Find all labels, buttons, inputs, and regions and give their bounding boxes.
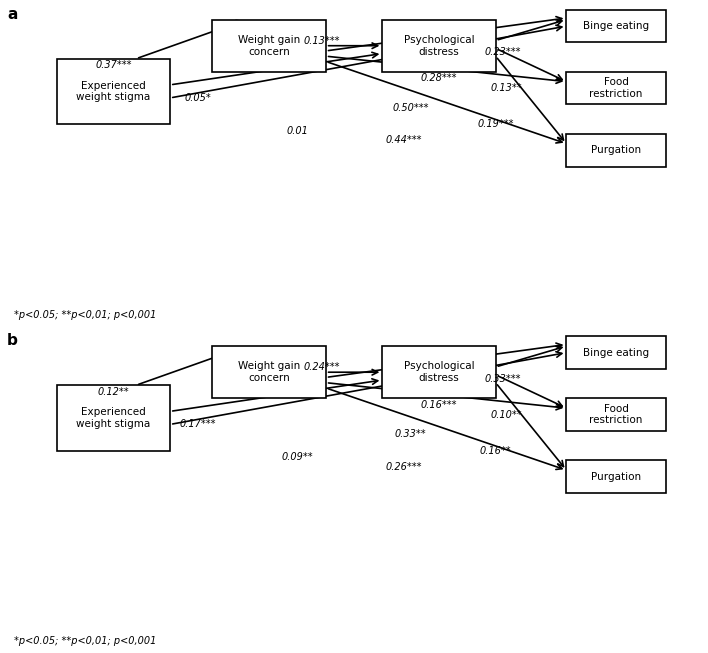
FancyBboxPatch shape [566, 336, 666, 369]
FancyBboxPatch shape [382, 20, 496, 72]
Text: *p<0.05; **p<0,01; p<0,001: *p<0.05; **p<0,01; p<0,001 [14, 637, 156, 646]
Text: Psychological
distress: Psychological distress [404, 35, 474, 57]
Text: 0.16***: 0.16*** [421, 400, 457, 410]
FancyBboxPatch shape [566, 72, 666, 104]
Text: 0.09**: 0.09** [282, 452, 313, 462]
Text: 0.33***: 0.33*** [484, 374, 521, 384]
Text: a: a [7, 7, 18, 22]
Text: Experienced
weight stigma: Experienced weight stigma [76, 80, 150, 103]
Text: Weight gain
concern: Weight gain concern [238, 361, 300, 383]
FancyBboxPatch shape [382, 346, 496, 398]
Text: 0.23***: 0.23*** [484, 47, 521, 57]
Text: Psychological
distress: Psychological distress [404, 361, 474, 383]
Text: *p<0.05; **p<0,01; p<0,001: *p<0.05; **p<0,01; p<0,001 [14, 310, 156, 320]
Text: Purgation: Purgation [591, 145, 641, 155]
Text: 0.13**: 0.13** [491, 83, 522, 93]
Text: 0.10**: 0.10** [491, 409, 522, 420]
Text: 0.24***: 0.24*** [304, 362, 341, 372]
Text: 0.19***: 0.19*** [477, 119, 514, 129]
Text: Experienced
weight stigma: Experienced weight stigma [76, 407, 150, 429]
Text: 0.05*: 0.05* [185, 93, 212, 103]
FancyBboxPatch shape [57, 59, 170, 124]
FancyBboxPatch shape [566, 10, 666, 42]
FancyBboxPatch shape [566, 134, 666, 167]
Text: Weight gain
concern: Weight gain concern [238, 35, 300, 57]
FancyBboxPatch shape [212, 20, 326, 72]
Text: 0.37***: 0.37*** [95, 60, 132, 71]
Text: 0.33**: 0.33** [395, 429, 426, 439]
Text: Binge eating: Binge eating [583, 21, 649, 31]
Text: 0.44***: 0.44*** [385, 135, 422, 146]
Text: 0.50***: 0.50*** [392, 103, 429, 113]
Text: 0.26***: 0.26*** [385, 462, 422, 472]
Text: Food
restriction: Food restriction [589, 77, 643, 99]
FancyBboxPatch shape [212, 346, 326, 398]
Text: b: b [7, 333, 18, 348]
Text: Binge eating: Binge eating [583, 347, 649, 358]
FancyBboxPatch shape [566, 398, 666, 431]
Text: 0.17***: 0.17*** [180, 419, 217, 430]
FancyBboxPatch shape [566, 460, 666, 493]
Text: 0.01: 0.01 [287, 125, 308, 136]
Text: Purgation: Purgation [591, 471, 641, 482]
Text: 0.16**: 0.16** [480, 445, 511, 456]
Text: 0.28***: 0.28*** [421, 73, 457, 84]
FancyBboxPatch shape [57, 385, 170, 451]
Text: Food
restriction: Food restriction [589, 404, 643, 426]
Text: 0.13***: 0.13*** [304, 36, 341, 46]
Text: 0.12**: 0.12** [98, 387, 129, 397]
